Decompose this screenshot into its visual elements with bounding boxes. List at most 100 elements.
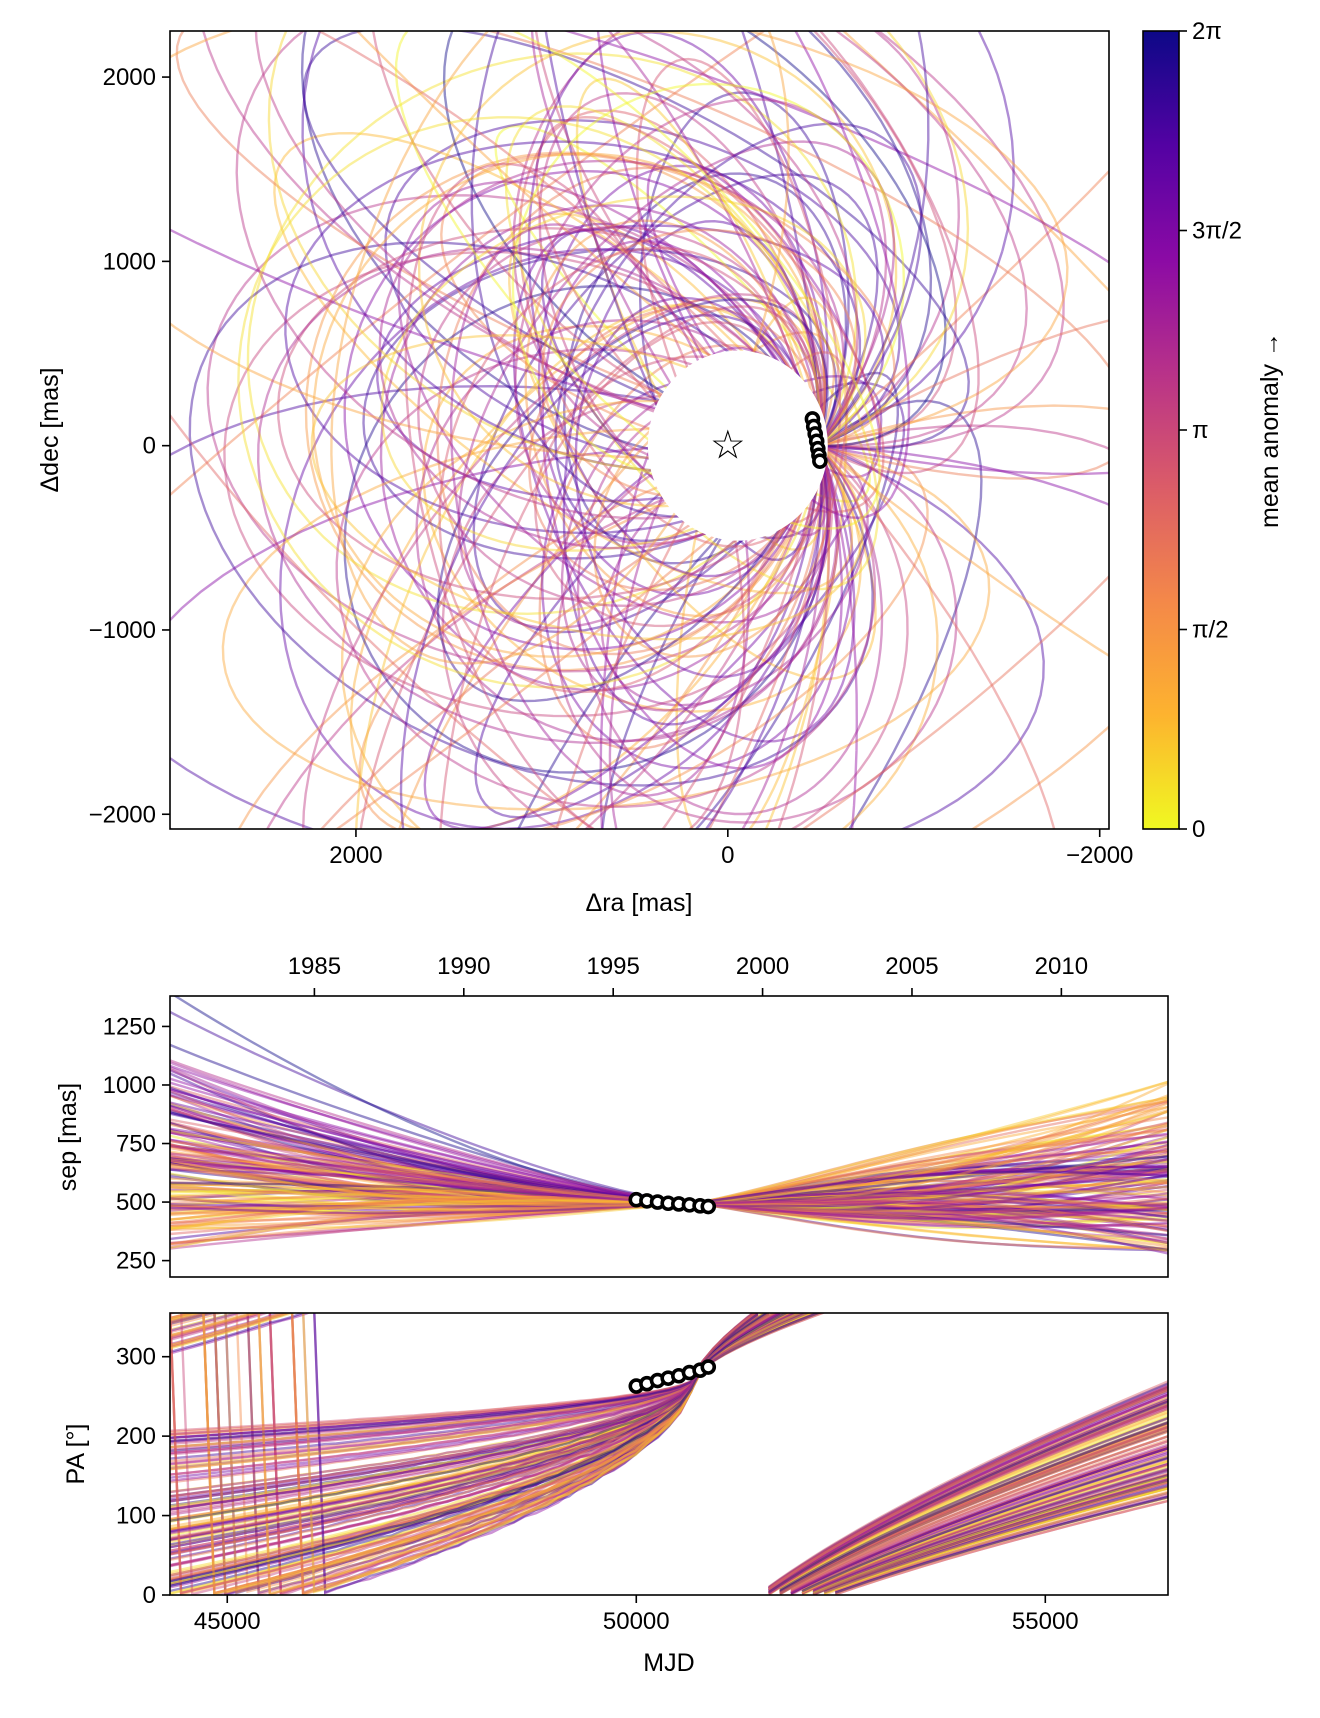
position-angle-curve [170, 1314, 1168, 1595]
orbit-curve [343, 169, 823, 651]
orbit-curve [438, 246, 802, 694]
orbit-curve [474, 381, 906, 819]
position-angle-curve [170, 1313, 1168, 1592]
position-angle-curve [170, 1313, 1168, 1594]
position-angle-curve [170, 1313, 1168, 1595]
position-angle-curve [170, 1313, 1168, 1595]
y-tick-label: 100 [116, 1503, 156, 1530]
orbit-curve [300, 31, 933, 462]
position-angle-curve [170, 1313, 1168, 1594]
y-tick-label: −1000 [89, 617, 156, 644]
position-angle-curve [170, 1314, 1168, 1595]
observations [628, 1359, 717, 1394]
position-angle-curve [170, 1313, 1168, 1589]
colorbar-label: mean anomaly → [1256, 332, 1284, 528]
position-angle-curve [170, 1314, 1168, 1595]
x-tick-label: 0 [721, 842, 734, 869]
position-angle-curve [170, 1313, 1168, 1595]
orbit-curve [319, 319, 1109, 829]
year-tick-label: 2010 [1035, 953, 1088, 980]
position-angle-curve [170, 1313, 1168, 1590]
position-angle-curve [170, 1313, 1168, 1594]
orbit-curve [330, 31, 790, 665]
position-angle-curve [170, 1313, 1168, 1594]
position-angle-curve [170, 1313, 1168, 1595]
observations [628, 1191, 717, 1215]
position-angle-curve [170, 1313, 1168, 1595]
observation-point [700, 1359, 717, 1375]
position-angle-curve [170, 1313, 1168, 1595]
y-tick-label: 750 [116, 1131, 156, 1158]
position-angle-panel: 45000 50000 55000 0 100 200 300 MJD PA [°] [62, 1312, 1169, 1677]
orbit-curve [359, 305, 821, 829]
y-tick-label: 200 [116, 1423, 156, 1450]
observation-point [700, 1198, 717, 1215]
year-tick-label: 1995 [586, 953, 639, 980]
orbit-curve [170, 31, 1109, 476]
position-angle-curve [170, 1313, 1168, 1595]
y-axis-ticks: 0 100 200 300 [116, 1344, 170, 1609]
top-year-axis: 1985 1990 1995 2000 2005 2010 [288, 953, 1088, 996]
orbit-curve [541, 228, 826, 540]
position-angle-curve [170, 1313, 1168, 1595]
orbit-curve [265, 424, 1109, 829]
orbit-curve [530, 31, 828, 537]
position-angle-curve [170, 1313, 1168, 1594]
y-tick-label: 500 [116, 1189, 156, 1216]
position-angle-curve [170, 1313, 1168, 1595]
position-angle-curve [170, 1313, 1168, 1594]
position-angle-curve [170, 1313, 1168, 1595]
orbit-curve [235, 31, 859, 520]
position-angle-curve [170, 1313, 1168, 1593]
observations [804, 411, 828, 469]
orbit-curve [276, 226, 824, 601]
y-axis-ticks: 250 500 750 1000 1250 [103, 1013, 170, 1275]
position-angle-curve [170, 1313, 1168, 1595]
position-angle-curve [170, 1314, 1168, 1595]
x-tick-label: 55000 [1012, 1608, 1079, 1635]
orbit-curve [600, 439, 869, 707]
star-marker: ☆ [710, 424, 746, 468]
x-tick-label: 2000 [329, 842, 382, 869]
orbit-curve [170, 31, 1109, 829]
position-angle-curve [170, 1313, 1168, 1590]
position-angle-curve [170, 1314, 1168, 1595]
position-angle-curve [170, 1313, 1168, 1591]
position-angle-curve [170, 1313, 1168, 1593]
position-angle-curve [170, 1313, 1168, 1595]
position-angle-curve [170, 1313, 1168, 1595]
separation-panel: 250 500 750 1000 1250 1985 1990 1995 2000 2005 20… [54, 953, 1169, 1278]
position-angle-curve [170, 1313, 1168, 1593]
position-angle-curve [170, 1313, 1168, 1595]
position-angle-curve [170, 1313, 1168, 1594]
orbit-curve [170, 442, 1109, 829]
position-angle-curve [170, 1313, 1168, 1590]
orbit-curve [534, 355, 824, 628]
orbit-curve [304, 151, 823, 672]
position-angle-curve [170, 1313, 1168, 1595]
position-angle-curve [170, 1313, 1168, 1595]
orbit-curve [562, 219, 821, 726]
position-angle-curve [170, 1313, 1168, 1595]
orbit-curve [457, 140, 896, 630]
y-axis-label: Δdec [mas] [36, 367, 64, 492]
orbit-curve [394, 31, 881, 530]
position-angle-curve [170, 1313, 1168, 1593]
position-angle-curve [170, 1313, 1168, 1595]
position-angle-curve [170, 1313, 1168, 1595]
y-tick-label: 1250 [103, 1013, 156, 1040]
position-angle-curve [170, 1313, 1168, 1595]
position-angle-curve [170, 1313, 1168, 1591]
colorbar-tick-label: π [1192, 417, 1209, 444]
position-angle-curve [170, 1313, 1168, 1595]
x-axis-ticks: 45000 50000 55000 [194, 1595, 1079, 1635]
position-angle-curve [170, 1313, 1168, 1592]
orbit-curve [535, 115, 885, 514]
orbit-curve [436, 166, 826, 656]
position-angle-curve [170, 1313, 1168, 1595]
position-angle-curve [170, 1313, 1168, 1594]
y-tick-label: 250 [116, 1248, 156, 1275]
colorbar-tick-label: π/2 [1192, 617, 1229, 644]
orbit-curve [417, 225, 823, 608]
position-angle-curve [170, 1313, 1168, 1595]
